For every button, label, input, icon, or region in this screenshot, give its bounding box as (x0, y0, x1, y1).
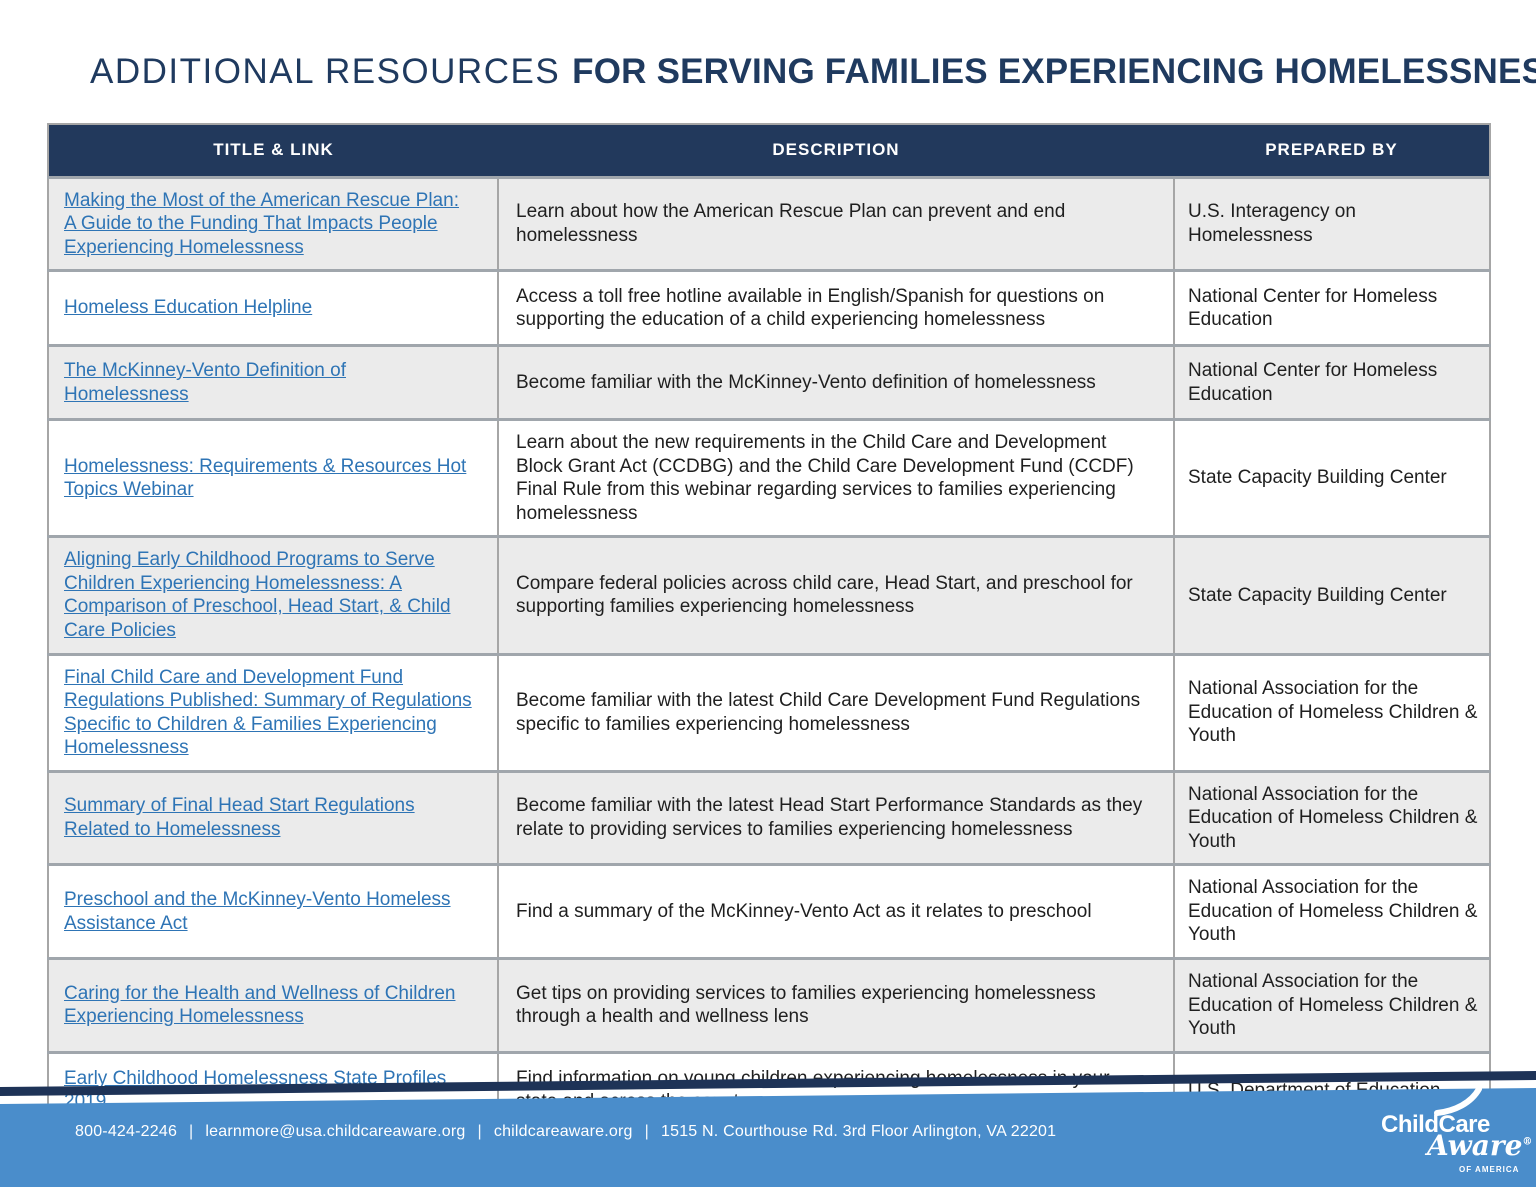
table-row: Homelessness: Requirements & Resources H… (47, 418, 1491, 538)
resource-description: Become familiar with the latest Child Ca… (497, 652, 1175, 773)
footer-separator: | (644, 1123, 650, 1140)
table-row: Summary of Final Head Start Regulations … (47, 769, 1491, 866)
resource-prepared-by: U.S. Interagency on Homelessness (1173, 175, 1491, 272)
resource-prepared-by: State Capacity Building Center (1173, 418, 1491, 538)
footer-contact-info: 800-424-2246 | learnmore@usa.childcareawar… (75, 1123, 1056, 1141)
resource-prepared-by: National Association for the Education o… (1173, 956, 1491, 1054)
resource-description: Get tips on providing services to famili… (497, 956, 1175, 1054)
resource-link[interactable]: The McKinney-Vento Definition of Homeles… (64, 360, 346, 405)
footer-email: learnmore@usa.childcareaware.org (205, 1123, 466, 1140)
resource-link[interactable]: Making the Most of the American Rescue P… (64, 189, 459, 258)
footer-separator: | (477, 1123, 482, 1140)
table-row: Homeless Education Helpline Access a tol… (47, 269, 1491, 347)
resource-prepared-by: National Center for Homeless Education (1173, 344, 1491, 421)
resource-prepared-by: National Association for the Education o… (1173, 769, 1491, 866)
footer-phone: 800-424-2246 (75, 1123, 178, 1140)
logo-childcare-text: ChildCare (1381, 1111, 1490, 1138)
table-row: Preschool and the McKinney-Vento Homeles… (47, 863, 1491, 960)
table-row: The McKinney-Vento Definition of Homeles… (47, 344, 1491, 421)
page-title: ADDITIONAL RESOURCES FOR SERVING FAMILIES… (90, 52, 1536, 92)
resource-prepared-by: National Association for the Education o… (1173, 863, 1491, 960)
resource-link[interactable]: Aligning Early Childhood Programs to Ser… (64, 549, 451, 641)
table-row: Caring for the Health and Wellness of Ch… (47, 956, 1491, 1054)
footer-separator: | (189, 1123, 194, 1140)
column-header-description: DESCRIPTION (498, 124, 1174, 177)
resources-table: TITLE & LINK DESCRIPTION PREPARED BY Mak… (47, 123, 1491, 1130)
footer-website: childcareaware.org (493, 1123, 633, 1140)
resource-prepared-by: National Association for the Education o… (1173, 652, 1491, 773)
resource-prepared-by: National Center for Homeless Education (1173, 269, 1491, 347)
resource-description: Compare federal policies across child ca… (497, 535, 1175, 656)
resource-link[interactable]: Homelessness: Requirements & Resources H… (64, 455, 467, 501)
resource-description: Learn about how the American Rescue Plan… (497, 175, 1175, 272)
column-header-title-link: TITLE & LINK (48, 124, 498, 177)
resource-description: Learn about the new requirements in the … (497, 418, 1175, 538)
table-header-row: TITLE & LINK DESCRIPTION PREPARED BY (48, 124, 1490, 177)
resource-description: Become familiar with the McKinney-Vento … (497, 344, 1175, 421)
resource-link[interactable]: Caring for the Health and Wellness of Ch… (64, 982, 456, 1028)
resource-description: Find a summary of the McKinney-Vento Act… (497, 863, 1175, 960)
logo-aware-text: Aware® (1427, 1129, 1533, 1162)
resource-description: Access a toll free hotline available in … (497, 269, 1175, 347)
logo-registered-mark: ® (1522, 1136, 1533, 1148)
table-row: Making the Most of the American Rescue P… (47, 175, 1491, 272)
resource-link[interactable]: Homeless Education Helpline (64, 297, 313, 319)
resource-link[interactable]: Final Child Care and Development Fund Re… (64, 666, 472, 759)
table-row: Final Child Care and Development Fund Re… (47, 652, 1491, 773)
page-footer: 800-424-2246 | learnmore@usa.childcareawar… (0, 1055, 1536, 1187)
resource-link[interactable]: Preschool and the McKinney-Vento Homeles… (64, 889, 451, 934)
page-title-light: ADDITIONAL RESOURCES (90, 52, 561, 91)
resource-link[interactable]: Summary of Final Head Start Regulations … (64, 795, 415, 841)
resource-description: Become familiar with the latest Head Sta… (497, 769, 1175, 866)
footer-address: 1515 N. Courthouse Rd. 3rd Floor Arlingt… (661, 1123, 1057, 1140)
resource-prepared-by: State Capacity Building Center (1173, 535, 1491, 656)
table-row: Aligning Early Childhood Programs to Ser… (47, 535, 1491, 656)
page-title-bold: FOR SERVING FAMILIES EXPERIENCING HOMELE… (572, 52, 1536, 91)
logo-swoosh-icon (1434, 1087, 1482, 1116)
childcare-aware-logo: ChildCare Aware® OF AMERICA (1379, 1087, 1532, 1181)
logo-of-america-text: OF AMERICA (1459, 1165, 1520, 1174)
column-header-prepared-by: PREPARED BY (1174, 124, 1490, 177)
